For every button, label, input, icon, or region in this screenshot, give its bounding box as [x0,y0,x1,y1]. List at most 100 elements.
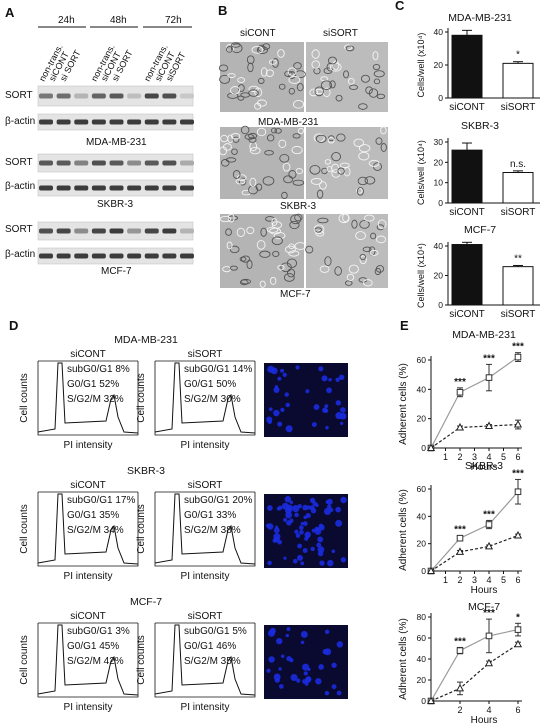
blot-band [127,185,142,191]
y-axis-label: Adherent cells (%) [398,618,409,700]
cell-outline [246,259,253,270]
series-line [430,423,519,449]
cell-outline [313,224,325,235]
blot-band [91,253,106,259]
nucleus [323,507,332,516]
panel-label-a: A [5,5,15,20]
cell-outline [359,219,370,229]
flow-condition-label: siSORT [188,480,223,491]
blot-band [74,228,89,234]
nucleus [280,654,285,658]
series-line [430,629,519,702]
histogram-curve [37,624,139,696]
fluorescence-image [264,363,348,437]
cell-outline [283,273,295,282]
cell-outline [260,67,268,77]
cell-outline [282,162,291,172]
nucleus [305,534,310,539]
data-point [455,547,465,555]
y-tick-label: 20 [434,60,444,70]
nucleus [318,366,324,372]
cell-outline [295,168,304,175]
nucleus [316,542,322,548]
nucleus [309,497,316,504]
cell-outline [231,42,241,48]
cell-outline [368,159,380,167]
blot-band [162,185,177,191]
cell-outline [358,151,370,161]
blot-band [56,119,71,125]
x-axis-label: Hours [471,462,498,473]
y-tick-label: 20 [417,414,427,424]
cell-outline [257,77,265,84]
cell-outline [343,70,349,79]
cell-outline [319,181,327,190]
blot-band [91,160,106,166]
cell-outline [249,177,257,187]
significance-label: *** [454,524,466,535]
cell-outline [225,46,233,53]
timepoint-label: 24h [58,15,75,26]
cell-outline [219,74,231,84]
cell-outline [372,63,381,71]
histogram-frame [154,623,256,698]
flow-x-label: PI intensity [181,571,230,582]
cell-outline [251,45,264,54]
nucleus [286,627,291,632]
nucleus [296,554,303,561]
cell-cycle-stat: S/G2/M 30% [184,394,241,405]
cell-outline [248,185,259,195]
nucleus [273,527,280,534]
cell-outline [240,278,252,285]
x-tick-label: 1 [443,452,448,462]
bar-chart-title: MCF-7 [464,224,496,236]
cell-outline [327,135,335,142]
blot-band [144,160,159,166]
cell-outline [337,167,345,175]
cell-outline [297,127,304,134]
timepoint-label: 72h [165,15,182,26]
nucleus [335,377,340,382]
data-point [514,626,522,633]
data-point [456,534,464,542]
cell-outline [273,231,286,240]
nucleus [295,533,301,538]
bar-chart-title: MDA-MB-231 [448,12,512,24]
blot-band [180,228,194,234]
y-tick-label: 20 [417,675,427,685]
flow-cytometry-panel: MDA-MB-231 siCONT subG0/G1 8% G0/G1 52% S/G2… [19,334,348,713]
significance-label: * [516,50,520,61]
series-line [430,643,519,702]
cell-outline [380,126,387,135]
flow-cellline-title: MDA-MB-231 [114,334,178,346]
cell-outline [227,213,235,223]
flow-y-label: Cell counts [136,504,147,553]
cell-cycle-stat: subG0/G1 8% [67,364,130,375]
cell-outline [314,86,324,97]
cell-outline [296,83,304,92]
nucleus [276,637,283,645]
cell-outline [259,250,271,258]
y-tick-label: 80 [417,612,427,622]
blot-cellline-label: MDA-MB-231 [86,137,147,148]
blot-band [109,185,124,191]
cell-outline [332,60,340,71]
flow-x-label: PI intensity [181,440,230,451]
cell-cycle-stat: S/G2/M 38% [184,525,241,536]
nucleus [294,529,299,534]
cell-outline [362,246,372,252]
cell-outline [254,87,263,98]
blot-band [144,228,159,234]
nucleus [277,421,283,427]
panel-label-c: C [395,0,405,13]
cell-outline [291,145,303,155]
cell-outline [268,59,277,65]
cell-outline [327,56,337,65]
cell-outline [339,162,350,169]
cell-outline [294,213,303,222]
line-chart-title: MDA-MB-231 [452,329,516,341]
significance-label: *** [454,636,466,647]
cell-outline [348,264,359,274]
cell-outline [336,133,346,142]
nucleus [307,667,311,672]
